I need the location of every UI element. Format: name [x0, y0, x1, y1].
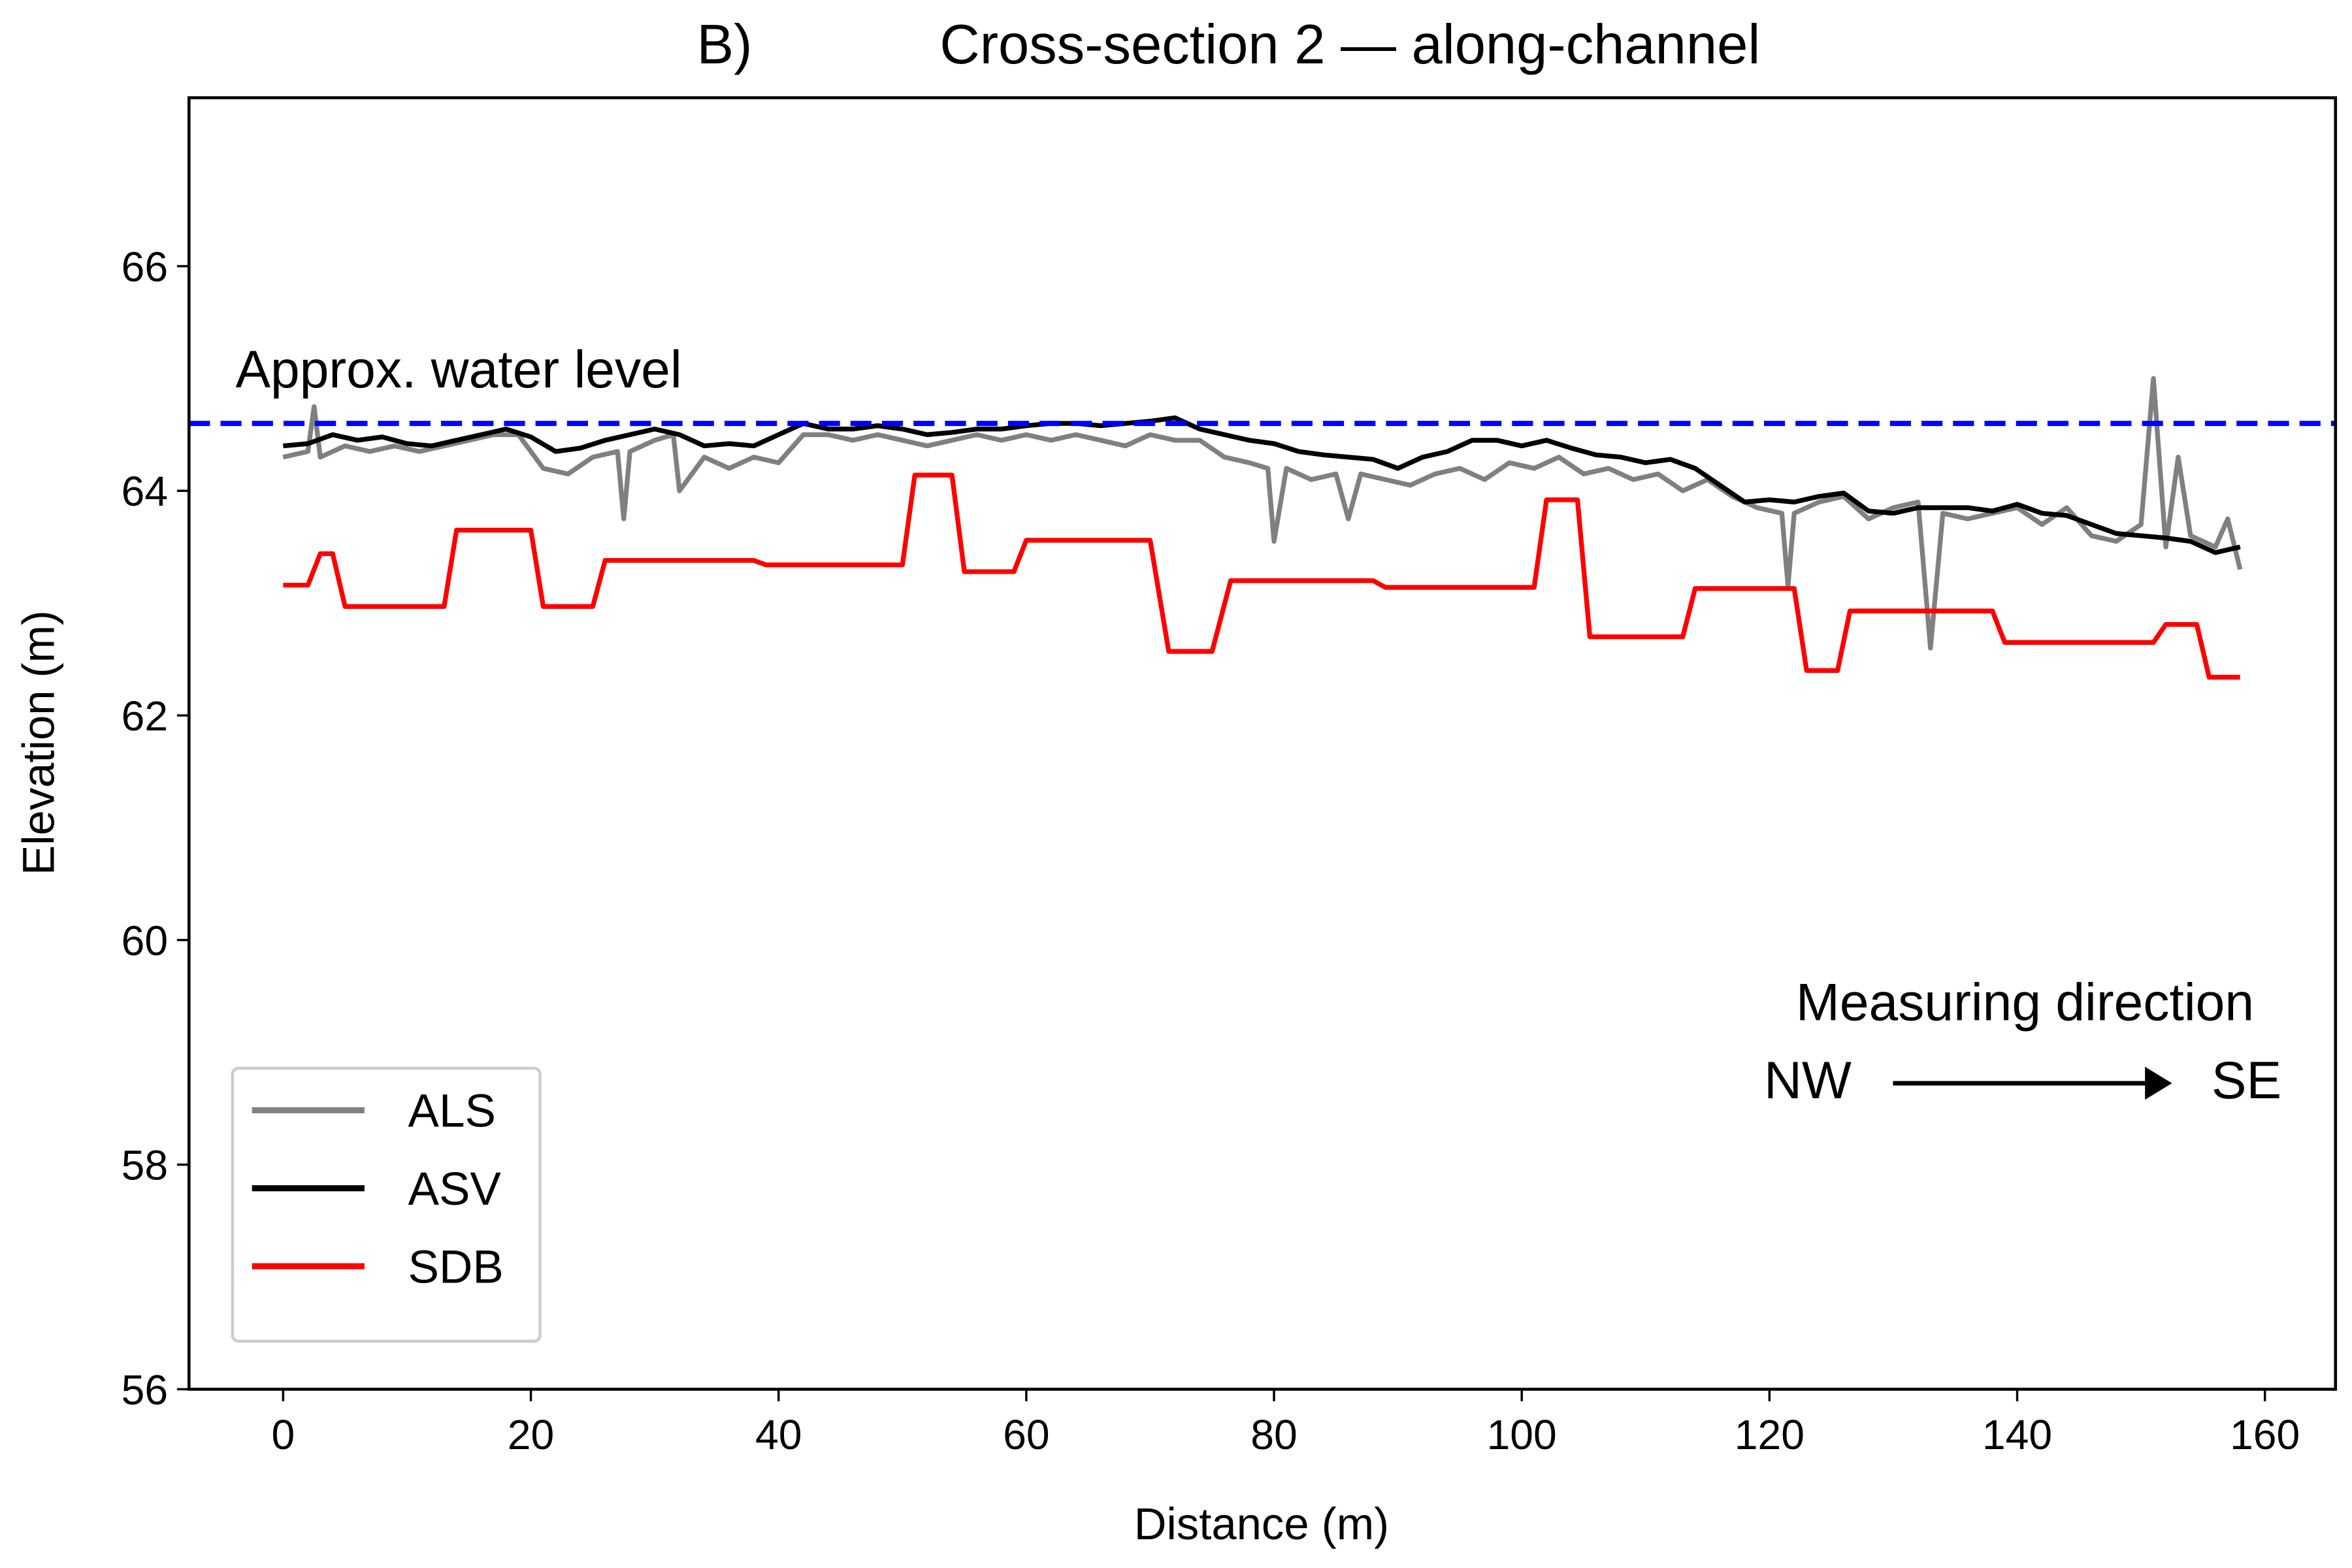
x-tick-label: 120 — [1735, 1411, 1805, 1458]
axes-frame — [187, 96, 2338, 1391]
y-tick-label: 64 — [122, 468, 168, 515]
y-tick-label: 66 — [122, 243, 168, 290]
x-tick-label: 140 — [1982, 1411, 2052, 1458]
legend-label: ASV — [408, 1164, 501, 1215]
direction-from: NW — [1764, 1051, 1852, 1110]
series-line — [283, 472, 2240, 680]
legend: ALS ASV SDB — [231, 1066, 542, 1343]
legend-label: SDB — [408, 1241, 503, 1293]
y-tick-label: 58 — [122, 1142, 168, 1189]
x-tick-label: 20 — [508, 1411, 554, 1458]
direction-heading: Measuring direction — [1796, 973, 2254, 1032]
direction-arrowhead — [2145, 1066, 2172, 1100]
x-tick-label: 0 — [271, 1411, 295, 1458]
y-tick-label: 62 — [122, 693, 168, 740]
x-axis-label: Distance (m) — [1134, 1499, 1389, 1549]
water-level-label: Approx. water level — [235, 340, 681, 399]
x-tick-label: 160 — [2230, 1411, 2300, 1458]
panel-label: B) — [696, 13, 752, 75]
series-line — [283, 415, 2241, 555]
series-line — [282, 376, 2243, 651]
y-tick-label: 56 — [122, 1366, 168, 1413]
chart-title: Cross-section 2 — along-channel — [939, 13, 1760, 75]
x-tick-label: 100 — [1487, 1411, 1557, 1458]
x-tick-label: 60 — [1003, 1411, 1049, 1458]
direction-to: SE — [2212, 1051, 2281, 1110]
x-tick-label: 80 — [1250, 1411, 1297, 1458]
legend-box — [231, 1066, 542, 1343]
y-axis-label: Elevation (m) — [14, 610, 64, 875]
x-tick-label: 40 — [755, 1411, 802, 1458]
y-tick-label: 60 — [122, 917, 168, 964]
legend-label: ALS — [408, 1086, 496, 1137]
